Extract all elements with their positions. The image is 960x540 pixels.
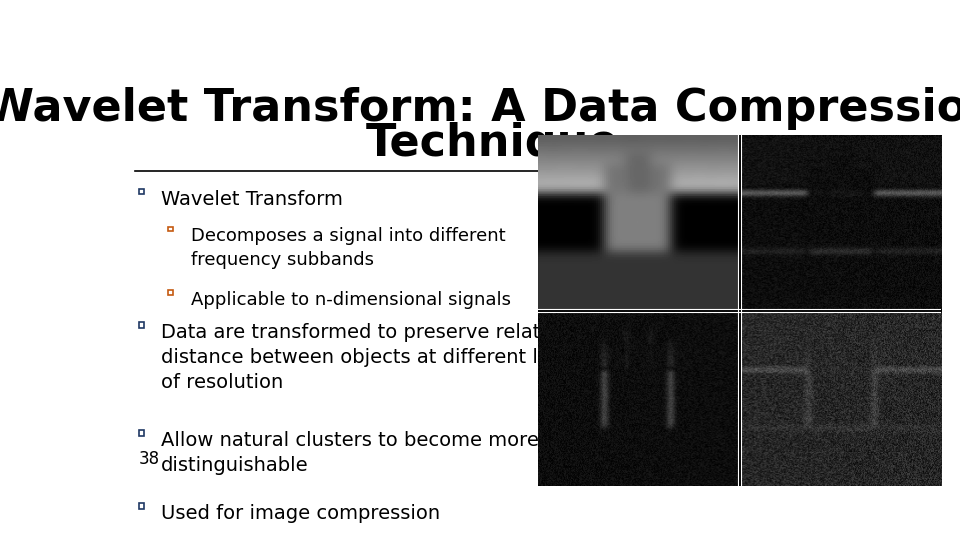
FancyBboxPatch shape	[138, 322, 144, 328]
Text: Wavelet Transform: Wavelet Transform	[161, 190, 343, 208]
FancyBboxPatch shape	[138, 189, 144, 194]
Text: Used for image compression: Used for image compression	[161, 504, 440, 523]
FancyBboxPatch shape	[168, 291, 173, 295]
FancyBboxPatch shape	[168, 227, 173, 231]
Text: Applicable to n-dimensional signals: Applicable to n-dimensional signals	[191, 291, 511, 308]
FancyBboxPatch shape	[138, 430, 144, 436]
Text: Allow natural clusters to become more
distinguishable: Allow natural clusters to become more di…	[161, 431, 539, 475]
Text: Wavelet Transform: A Data Compression: Wavelet Transform: A Data Compression	[0, 87, 960, 130]
Text: Technique: Technique	[365, 122, 619, 165]
FancyBboxPatch shape	[138, 503, 144, 509]
Text: Data are transformed to preserve relative
distance between objects at different : Data are transformed to preserve relativ…	[161, 323, 588, 392]
Text: 38: 38	[138, 450, 159, 468]
Text: Decomposes a signal into different
frequency subbands: Decomposes a signal into different frequ…	[191, 227, 505, 268]
